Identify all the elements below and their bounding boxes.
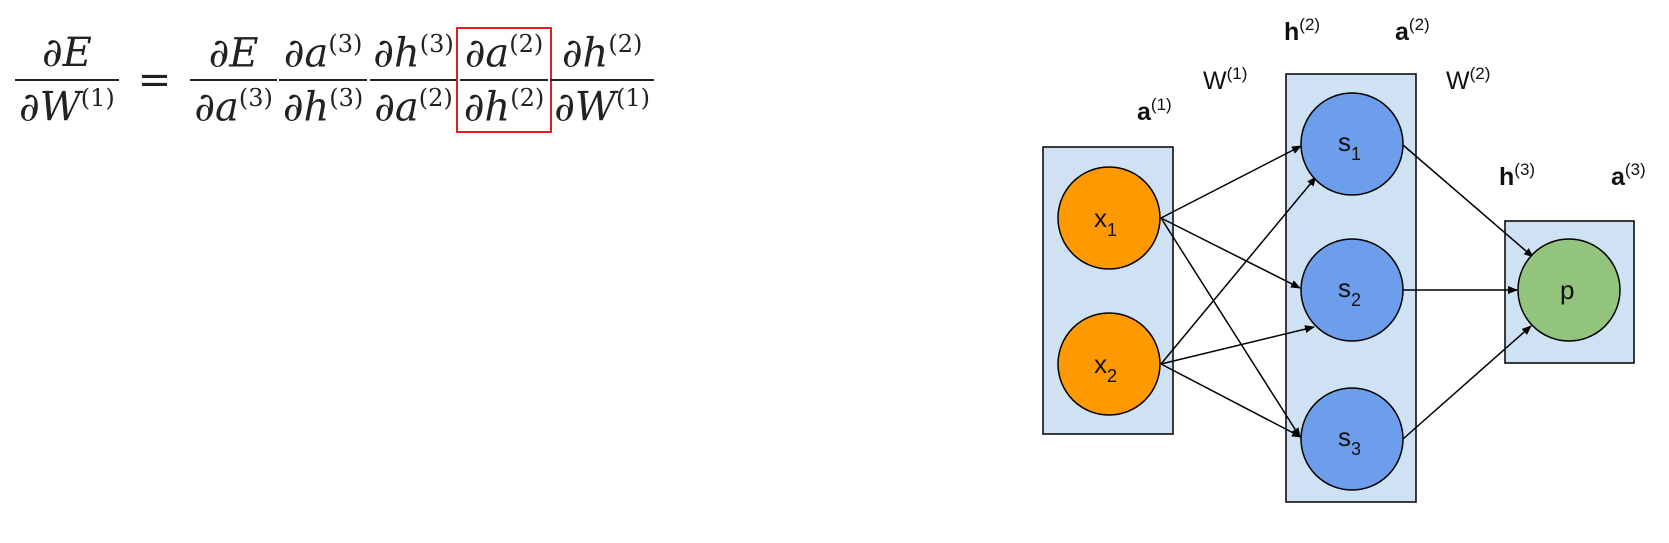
x2-base: x (1094, 349, 1107, 379)
edge-s3-p (1402, 325, 1532, 440)
term-4-den-base: ∂h (463, 84, 511, 131)
term-4-numerator: ∂a(2) (461, 29, 548, 79)
edge-x1-s3 (1160, 217, 1301, 438)
term-fraction-5: ∂h(2) ∂W(1) (550, 29, 654, 129)
label-h2: h(2) (1284, 15, 1320, 46)
h2-base: h (1284, 18, 1299, 46)
term-fraction-2: ∂a(3) ∂h(3) (278, 29, 368, 131)
lhs-numerator: ∂E (41, 29, 92, 76)
term-2-num-sup: (3) (328, 29, 363, 58)
hidden-node-s1-label: s1 (1338, 127, 1361, 164)
s3-sub: 3 (1351, 439, 1361, 459)
label-a3: a(3) (1611, 160, 1646, 191)
a1-sup: (1) (1151, 95, 1172, 114)
network-edges (1160, 144, 1534, 440)
term-2-den-base: ∂h (282, 84, 330, 131)
a2-sup: (2) (1409, 15, 1430, 34)
x1-sub: 1 (1107, 220, 1117, 240)
term-1-numerator: ∂E (205, 31, 263, 79)
s2-base: s (1338, 273, 1351, 303)
edge-x1-s2 (1160, 217, 1301, 289)
term-4-den-sup: (2) (510, 84, 545, 112)
a2-base: a (1395, 18, 1410, 46)
edge-x2-s2 (1160, 325, 1315, 365)
term-2-num-base: ∂a (283, 30, 329, 76)
label-w1: W(1) (1203, 64, 1247, 95)
h3-base: h (1499, 163, 1514, 191)
label-h3: h(3) (1499, 160, 1535, 191)
edge-x2-s3 (1160, 363, 1302, 438)
lhs-denominator: ∂W(1) (15, 78, 119, 131)
x1-base: x (1094, 203, 1107, 233)
w2-sup: (2) (1470, 64, 1491, 83)
input-node-x2 (1057, 312, 1161, 416)
label-w2: W(2) (1446, 64, 1490, 95)
term-3-den-base: ∂a (374, 84, 419, 131)
term-5-den-base: ∂W (554, 84, 616, 131)
a1-base: a (1137, 98, 1152, 126)
x2-sub: 2 (1107, 366, 1117, 386)
term-3-den-sup: (2) (418, 84, 453, 112)
edge-x2-s1 (1160, 176, 1317, 365)
lhs-den-sup: (1) (80, 83, 115, 112)
term-2-numerator: ∂a(3) (280, 29, 367, 79)
term-fraction-1: ∂E ∂a(3) (190, 31, 277, 129)
input-node-x1 (1057, 166, 1161, 270)
w1-sup: (1) (1227, 64, 1248, 83)
term-5-num-sup: (2) (608, 29, 643, 58)
term-2-denominator: ∂h(3) (278, 79, 368, 131)
input-node-x1-label: x1 (1094, 203, 1117, 240)
chain-rule-equation: ∂E ∂W(1) = ∂E ∂a(3) ∂a(3) ∂h(3) ∂h(3) ∂a… (14, 0, 655, 160)
term-4-num-sup: (2) (509, 29, 544, 58)
term-fraction-3: ∂h(3) ∂a(2) (369, 29, 457, 129)
hidden-node-s2-label: s2 (1338, 273, 1361, 310)
hidden-node-s3 (1300, 387, 1404, 491)
edge-s1-p (1402, 144, 1534, 258)
lhs-fraction: ∂E ∂W(1) (15, 31, 119, 129)
s1-sub: 1 (1351, 144, 1361, 164)
w1-base: W (1203, 67, 1227, 95)
term-5-den-sup: (1) (616, 84, 650, 112)
label-a2: a(2) (1395, 15, 1430, 46)
w2-base: W (1446, 67, 1470, 95)
term-3-numerator: ∂h(3) (369, 29, 457, 79)
term-1-denominator: ∂a(3) (190, 79, 277, 129)
output-node-p-label: p (1560, 275, 1574, 305)
lhs-den-base: ∂W (19, 84, 81, 131)
term-5-numerator: ∂h(2) (558, 29, 646, 79)
s2-sub: 2 (1351, 290, 1361, 310)
term-3-num-sup: (3) (419, 29, 454, 58)
hidden-node-s2 (1300, 238, 1404, 342)
term-3-denominator: ∂a(2) (370, 79, 457, 129)
h3-sup: (3) (1514, 160, 1535, 179)
term-5-denominator: ∂W(1) (550, 79, 654, 129)
a3-base: a (1611, 163, 1626, 191)
term-1-den-sup: (3) (238, 84, 273, 112)
h2-sup: (2) (1299, 15, 1320, 34)
term-2-den-sup: (3) (329, 84, 364, 112)
label-a1: a(1) (1137, 95, 1172, 126)
term-1-num-base: ∂E (208, 30, 259, 76)
edge-x1-s1 (1160, 145, 1302, 219)
term-4-num-base: ∂a (464, 30, 510, 76)
output-node-p (1517, 238, 1621, 342)
term-3-num-base: ∂h (373, 30, 420, 76)
term-4-denominator: ∂h(2) (459, 79, 549, 131)
term-1-den-base: ∂a (194, 84, 239, 131)
equals-sign: = (137, 57, 172, 103)
hidden-node-s1 (1300, 92, 1404, 196)
s1-base: s (1338, 127, 1351, 157)
a3-sup: (3) (1625, 160, 1646, 179)
s3-base: s (1338, 422, 1351, 452)
hidden-node-s3-label: s3 (1338, 422, 1361, 459)
term-fraction-4-highlighted: ∂a(2) ∂h(2) (455, 26, 553, 134)
input-node-x2-label: x2 (1094, 349, 1117, 386)
term-5-num-base: ∂h (561, 30, 609, 76)
